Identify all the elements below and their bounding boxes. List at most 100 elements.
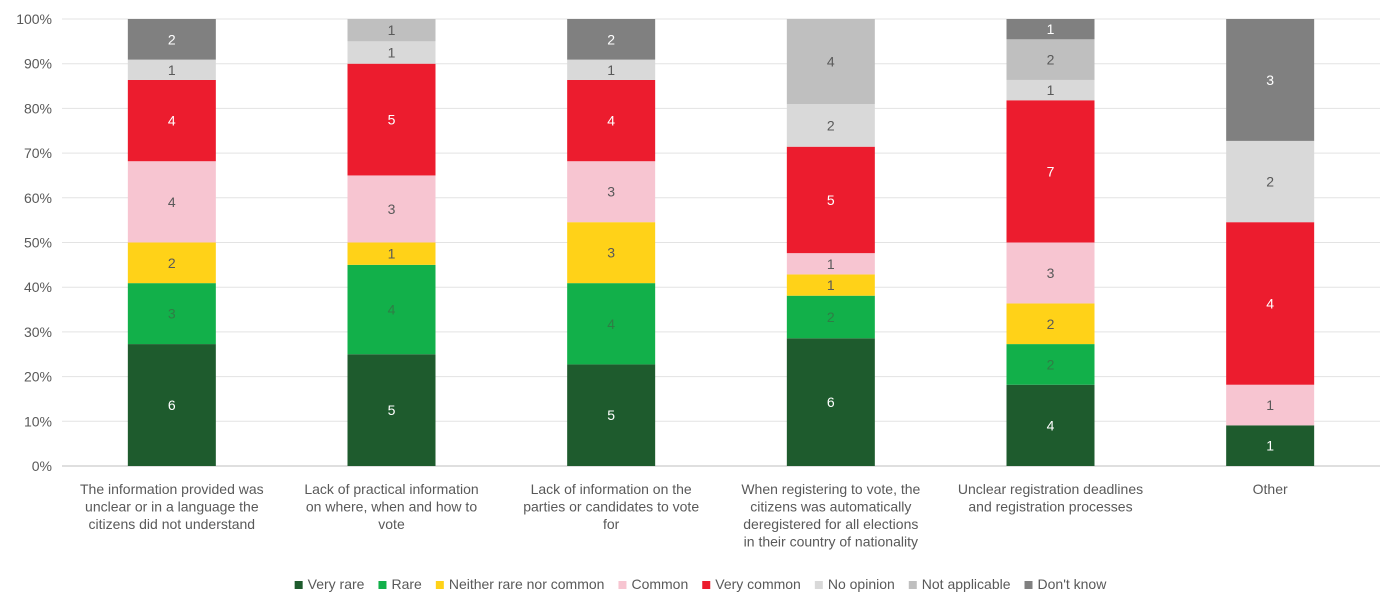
data-label: 4 (1266, 295, 1274, 311)
data-label: 1 (827, 277, 835, 293)
bar-segment (567, 222, 656, 284)
data-label: 4 (168, 113, 176, 129)
legend-item: Very common (702, 576, 801, 592)
bar-segment (347, 175, 436, 243)
bar-segment (567, 79, 656, 162)
y-tick-label: 100% (16, 11, 52, 27)
data-label: 2 (1047, 316, 1055, 332)
bar-segment (1006, 384, 1095, 466)
bar-stack: 5 4 1 3 5 1 1 (347, 19, 436, 466)
legend-label: Don't know (1038, 576, 1108, 592)
data-label: 1 (607, 62, 615, 78)
bar-segment (127, 161, 216, 243)
bar-stack: 5 4 3 3 4 1 2 (567, 19, 656, 466)
bar-segment (127, 19, 216, 60)
bar-segment (127, 242, 216, 284)
bar-segment (786, 19, 875, 105)
y-tick-label: 0% (32, 458, 52, 474)
bar-segment (1226, 384, 1315, 426)
data-label: 1 (388, 246, 396, 262)
gridlines (62, 18, 1380, 467)
bar-segment (347, 19, 436, 42)
bar-segment (1006, 79, 1095, 101)
bar-stack: 4 2 2 3 7 1 2 1 (1006, 19, 1095, 466)
legend-label: Neither rare nor common (449, 576, 605, 592)
bar-stack: 1 1 4 2 3 (1226, 19, 1315, 466)
bar-segment (1226, 19, 1315, 141)
bar-segment (786, 253, 875, 275)
bar-segment (347, 63, 436, 176)
bar-stack: 6 2 1 1 5 2 4 (786, 19, 875, 466)
data-label: 2 (827, 117, 835, 133)
x-category-label: Other (1253, 481, 1288, 497)
data-label: 4 (607, 113, 615, 129)
bar-segment (347, 242, 436, 265)
legend-label: Common (631, 576, 688, 592)
bar-segment (127, 283, 216, 345)
legend-item: Common (618, 576, 688, 592)
legend-label: Rare (391, 576, 422, 592)
data-label: 2 (827, 309, 835, 325)
data-label: 3 (607, 245, 615, 261)
data-label: 4 (388, 302, 396, 318)
bars: 6 3 2 4 4 1 2 5 4 1 3 5 1 1 5 4 3 3 4 1 2 6 2 1 1 5 2 4 4 2 2 3 7 1 2 1 1 1 4 2… (127, 19, 1315, 466)
data-label: 4 (168, 194, 176, 210)
x-category-label: When registering to vote, the citizens wa… (741, 481, 920, 550)
data-label: 3 (388, 201, 396, 217)
data-label: 1 (1047, 82, 1055, 98)
data-label: 4 (827, 54, 835, 70)
bar-segment (127, 79, 216, 162)
bar-segment (1226, 425, 1315, 466)
bar-segment (567, 283, 656, 365)
data-label: 6 (168, 397, 176, 413)
x-category-label: Lack of practical information on where, w… (304, 481, 478, 532)
bar-segment (347, 41, 436, 64)
data-label: 6 (827, 394, 835, 410)
data-label: 1 (168, 62, 176, 78)
legend-swatch (294, 581, 303, 589)
data-label: 2 (168, 31, 176, 47)
legend-swatch (435, 581, 444, 589)
legend-item: Very rare (294, 576, 365, 592)
data-label: 1 (388, 22, 396, 38)
data-label: 2 (168, 255, 176, 271)
legend-label: Not applicable (922, 576, 1011, 592)
bar-stack: 6 3 2 4 4 1 2 (127, 19, 216, 466)
y-tick-label: 40% (24, 279, 52, 295)
bar-segment (1006, 242, 1095, 304)
y-tick-label: 30% (24, 324, 52, 340)
bar-segment (567, 59, 656, 80)
legend-swatch (814, 581, 823, 589)
bar-segment (347, 354, 436, 466)
data-label: 5 (827, 192, 835, 208)
data-label: 3 (607, 184, 615, 200)
bar-segment (567, 161, 656, 223)
legend-item: Neither rare nor common (435, 576, 605, 592)
data-label: 2 (1047, 52, 1055, 68)
bar-segment (786, 338, 875, 466)
bar-segment (567, 364, 656, 466)
bar-segment (786, 295, 875, 339)
bar-segment (1226, 222, 1315, 385)
bar-segment (1226, 140, 1315, 223)
legend-label: Very rare (308, 576, 365, 592)
data-label: 1 (1047, 21, 1055, 37)
x-axis-categories: The information provided was unclear or i… (80, 481, 1288, 550)
legend-item: Don't know (1024, 576, 1108, 592)
bar-segment (786, 274, 875, 296)
bar-segment (1006, 19, 1095, 40)
legend: Very rare Rare Neither rare nor common Comm… (294, 576, 1108, 592)
data-label: 3 (1047, 265, 1055, 281)
data-label: 5 (388, 112, 396, 128)
bar-segment (786, 104, 875, 147)
y-tick-label: 60% (24, 190, 52, 206)
y-tick-label: 80% (24, 100, 52, 116)
bar-segment (347, 264, 436, 355)
bar-segment (1006, 100, 1095, 243)
data-label: 3 (168, 306, 176, 322)
y-tick-label: 20% (24, 369, 52, 385)
y-tick-label: 50% (24, 235, 52, 251)
legend-swatch (702, 581, 711, 589)
